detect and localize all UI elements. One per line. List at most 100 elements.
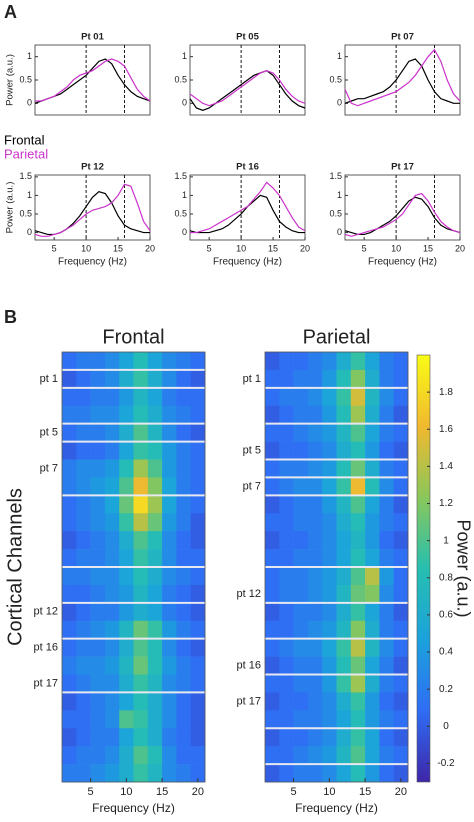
heatmap-cell xyxy=(176,746,191,765)
heatmap-cell xyxy=(76,405,91,424)
heatmap-cell xyxy=(147,746,163,765)
row-label: pt 7 xyxy=(40,462,58,474)
heatmap-cell xyxy=(379,531,394,550)
heatmap-cell xyxy=(322,531,337,550)
row-label: pt 1 xyxy=(40,373,58,385)
subplot-title: Pt 05 xyxy=(236,32,259,43)
colorbar-tick-label: 1.4 xyxy=(439,461,453,472)
heatmap-cell xyxy=(293,674,309,693)
heatmap-cell xyxy=(147,656,163,675)
heatmap-cell xyxy=(365,584,380,604)
heatmap-cell xyxy=(350,531,366,550)
heatmap-cell xyxy=(336,495,352,514)
heatmap-cell xyxy=(190,513,206,532)
heatmap-cell xyxy=(265,352,280,371)
heatmap-cell xyxy=(133,710,149,729)
heatmap-cell xyxy=(62,531,77,550)
heatmap-cell xyxy=(379,602,394,622)
heatmap-cell xyxy=(147,423,163,442)
heatmap-cell xyxy=(265,495,280,514)
heatmap-cell xyxy=(104,423,120,442)
heatmap-cell xyxy=(322,352,337,371)
heatmap-cell xyxy=(90,602,106,622)
heatmap-cell xyxy=(307,531,323,550)
heatmap-cell xyxy=(293,441,309,460)
heatmap-cell xyxy=(279,405,294,424)
heatmap-cell xyxy=(76,477,91,496)
heatmap-cell xyxy=(293,369,309,389)
heatmap-cell xyxy=(133,369,149,389)
heatmap-cell xyxy=(293,549,309,568)
heatmap-cell xyxy=(350,620,366,639)
heatmap-cell xyxy=(147,620,163,639)
heatmap-cell xyxy=(62,477,77,496)
heatmap-cell xyxy=(350,710,366,729)
heatmap-cell xyxy=(147,513,163,532)
row-label: pt 12 xyxy=(34,606,58,618)
heatmap-cell xyxy=(119,369,134,389)
heatmap-cell xyxy=(133,620,149,639)
heatmap-cell xyxy=(76,495,91,514)
heatmap-cell xyxy=(76,746,91,765)
heatmap-cell xyxy=(350,369,366,389)
y-tick-label: 1 xyxy=(27,51,32,61)
heatmap-cell xyxy=(279,584,294,604)
heatmap-cell xyxy=(76,549,91,568)
heatmap-cell xyxy=(322,638,337,657)
heatmap-cell xyxy=(147,531,163,550)
heatmap-cell xyxy=(119,495,134,514)
heatmap-cell xyxy=(147,387,163,407)
heatmap-cell xyxy=(133,746,149,765)
heatmap-cell xyxy=(176,656,191,675)
heatmap-cell xyxy=(104,692,120,711)
x-tick-label: 10 xyxy=(120,786,132,798)
heatmap-cell xyxy=(62,387,77,407)
y-tick-label: 1.5 xyxy=(174,171,187,181)
y-tick-label: 0.5 xyxy=(19,74,32,84)
heatmap-cell xyxy=(119,387,134,407)
heatmap-cell xyxy=(104,513,120,532)
heatmap-cell xyxy=(104,674,120,693)
heatmap-cell xyxy=(322,477,337,496)
heatmap-cell xyxy=(379,692,394,711)
heatmap-cell xyxy=(379,638,394,657)
heatmap-cell xyxy=(119,441,134,460)
heatmap-cell xyxy=(279,638,294,657)
heatmap-cell xyxy=(162,423,177,442)
heatmap-cell xyxy=(90,459,106,478)
heatmap-cell xyxy=(322,746,337,765)
heatmap-cell xyxy=(350,567,366,586)
heatmap-cell xyxy=(190,674,206,693)
heatmap-cell xyxy=(307,387,323,407)
subplot-title: Pt 07 xyxy=(391,32,414,43)
heatmap-cell xyxy=(365,638,380,657)
heatmap-cell xyxy=(336,710,352,729)
heatmap-cell xyxy=(322,495,337,514)
heatmap-cell xyxy=(307,656,323,675)
heatmap-cell xyxy=(119,405,134,424)
plot-frame xyxy=(189,174,306,241)
heatmap-cell xyxy=(322,692,337,711)
heatmap-cell xyxy=(133,352,149,371)
heatmap-cell xyxy=(62,638,77,657)
heatmap-cell xyxy=(76,692,91,711)
colorbar-tick-label: 1 xyxy=(443,535,449,546)
heatmap-cell xyxy=(176,405,191,424)
heatmap-cell xyxy=(307,513,323,532)
heatmap-cell xyxy=(147,477,163,496)
colorbar-tick-label: 0.4 xyxy=(439,647,453,658)
y-tick-label: 1 xyxy=(182,51,187,61)
heatmap-cell xyxy=(350,352,366,371)
heatmap-cell xyxy=(293,513,309,532)
x-tick-label: 20 xyxy=(300,243,310,253)
y-tick-label: 1 xyxy=(337,190,342,200)
heatmap-cell xyxy=(379,369,394,389)
heatmap-cell xyxy=(90,710,106,729)
heatmap-cell xyxy=(133,638,149,657)
colorbar xyxy=(416,354,431,783)
heatmap-cell xyxy=(322,513,337,532)
heatmap-cell xyxy=(379,584,394,604)
row-label: pt 17 xyxy=(34,677,58,689)
heatmap-cell xyxy=(350,638,366,657)
panel-label: A xyxy=(4,2,17,22)
